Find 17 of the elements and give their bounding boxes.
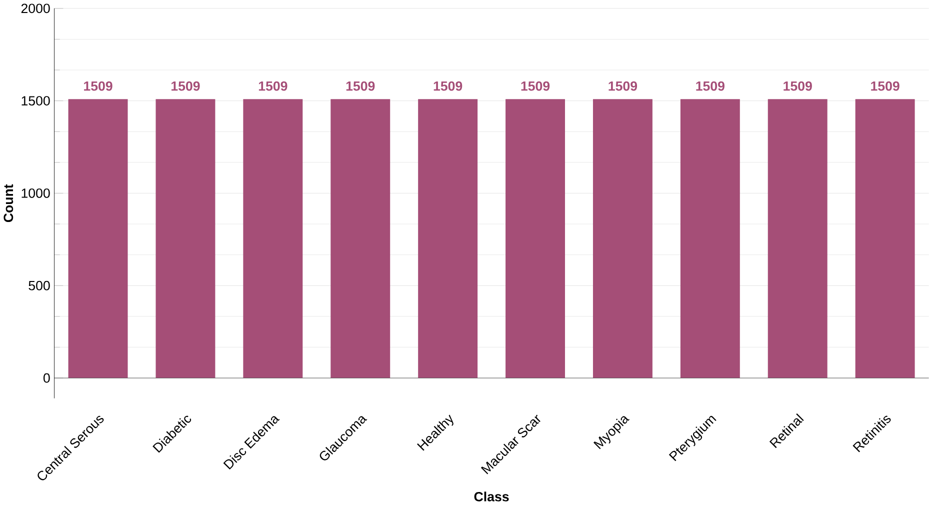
y-tick-label: 2000 bbox=[21, 4, 50, 14]
data-label: 1509 bbox=[84, 81, 112, 91]
data-label: 1509 bbox=[258, 81, 288, 91]
data-label: 1509 bbox=[608, 81, 638, 91]
data-label: 1509 bbox=[171, 81, 200, 91]
y-tick-label: 0 bbox=[43, 373, 50, 383]
data-label: 1509 bbox=[696, 81, 724, 91]
data-label: 1509 bbox=[434, 81, 462, 91]
data-label: 1509 bbox=[346, 81, 375, 91]
data-label: 1509 bbox=[871, 81, 900, 91]
y-axis-title: Count bbox=[4, 184, 14, 222]
y-tick-label: 500 bbox=[28, 280, 50, 290]
y-tick-label: 1500 bbox=[22, 96, 50, 106]
x-axis-title: Class bbox=[474, 492, 509, 502]
y-tick-label: 1000 bbox=[22, 188, 50, 198]
data-label: 1509 bbox=[784, 81, 812, 91]
data-label: 1509 bbox=[521, 81, 550, 91]
